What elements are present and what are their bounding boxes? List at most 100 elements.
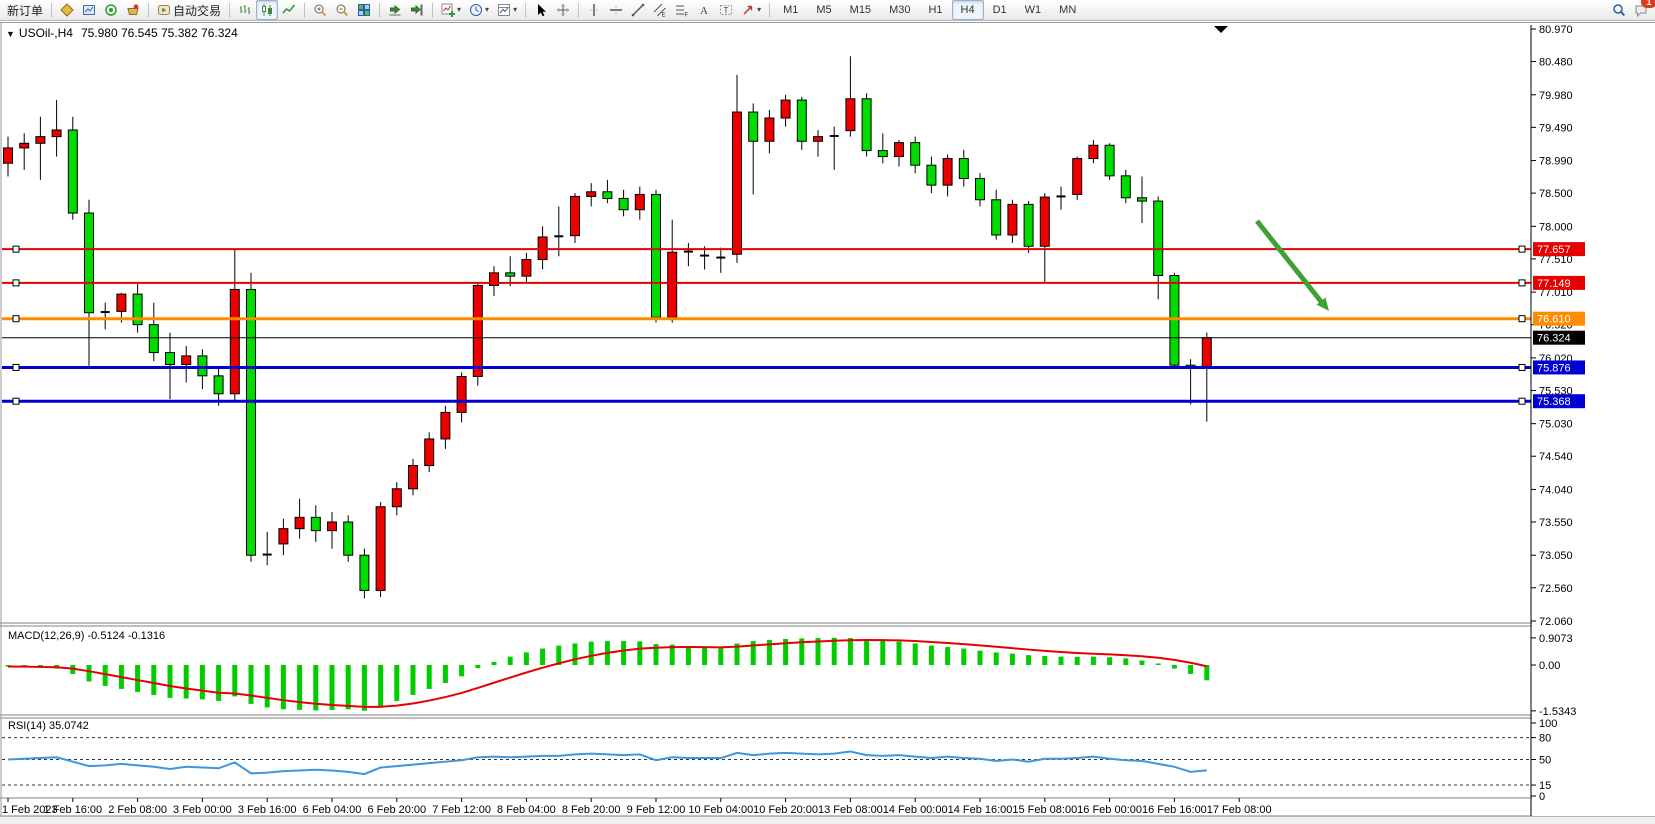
bar-chart-icon[interactable] (234, 0, 256, 20)
line-handle[interactable] (12, 397, 20, 405)
trendline-icon[interactable] (627, 0, 649, 20)
line-handle[interactable] (1518, 397, 1526, 405)
search-icon[interactable] (1608, 0, 1630, 20)
periods-icon[interactable]: ▾ (465, 0, 493, 20)
new-order-button[interactable]: 新订单 (3, 0, 47, 20)
macd-signal-line (7, 639, 1208, 708)
chart-shift-marker[interactable] (1214, 26, 1228, 33)
auto-trading-button[interactable]: 自动交易 (153, 0, 225, 20)
line-handle[interactable] (12, 245, 20, 253)
zoom-out-icon[interactable] (331, 0, 353, 20)
timeframe-w1-label: W1 (1024, 4, 1042, 16)
chevron-down-icon[interactable]: ▾ (485, 5, 490, 14)
navigator-icon (104, 3, 118, 17)
trendline-icon (631, 3, 645, 17)
crosshair-icon (556, 3, 570, 17)
timeframe-w1[interactable]: W1 (1016, 0, 1051, 20)
svg-text:78.500: 78.500 (1539, 188, 1573, 200)
toolbar-separator (379, 2, 381, 18)
svg-text:50: 50 (1539, 755, 1551, 767)
arrow-annotation[interactable] (1255, 219, 1329, 311)
crosshair-icon[interactable] (552, 0, 574, 20)
market-watch-icon[interactable] (56, 0, 78, 20)
svg-text:79.980: 79.980 (1539, 90, 1573, 102)
line-handle[interactable] (12, 279, 20, 287)
chat-icon[interactable]: 1 (1630, 0, 1655, 20)
toolbar-separator (304, 2, 306, 18)
cursor-icon[interactable] (530, 0, 552, 20)
horizontal-line-icon[interactable] (605, 0, 627, 20)
timeframe-h4[interactable]: H4 (951, 0, 984, 20)
chevron-down-icon[interactable]: ▾ (457, 5, 462, 14)
timeframe-m1[interactable]: M1 (774, 0, 807, 20)
text-label-icon[interactable]: T (715, 0, 737, 20)
line-handle[interactable] (12, 363, 20, 371)
timeframe-mn[interactable]: MN (1050, 0, 1085, 20)
svg-text:16 Feb 00:00: 16 Feb 00:00 (1077, 804, 1142, 816)
svg-text:72.560: 72.560 (1539, 583, 1573, 595)
svg-text:9 Feb 12:00: 9 Feb 12:00 (627, 804, 686, 816)
line-handle[interactable] (1518, 279, 1526, 287)
timeframe-m30[interactable]: M30 (880, 0, 919, 20)
chevron-down-icon[interactable]: ▾ (757, 5, 762, 14)
timeframe-m15[interactable]: M15 (841, 0, 880, 20)
terminal-icon[interactable] (122, 0, 144, 20)
indicators-icon[interactable]: ▾ (437, 0, 465, 20)
auto-scroll-icon (388, 3, 402, 17)
line-handle[interactable] (12, 315, 20, 323)
arrows-icon[interactable]: ▾ (737, 0, 765, 20)
svg-text:E: E (662, 13, 666, 18)
svg-text:1 Feb 2023: 1 Feb 2023 (2, 804, 58, 816)
toolbar: 新订单 自动交易 ▾ ▾ ▾ E F A T ▾ M1 M5 M15 M30 H1 H4 D1 W1 MN 1 (0, 0, 1655, 21)
hline-objects-layer[interactable] (2, 245, 1531, 405)
channel-icon[interactable]: E (649, 0, 671, 20)
candlestick-icon (260, 3, 274, 17)
timeframe-m5[interactable]: M5 (807, 0, 840, 20)
navigator-icon[interactable] (100, 0, 122, 20)
timeframe-d1[interactable]: D1 (984, 0, 1016, 20)
zoom-in-icon[interactable] (309, 0, 331, 20)
auto-scroll-icon[interactable] (384, 0, 406, 20)
candles-layer (3, 56, 1212, 599)
chevron-down-icon[interactable]: ▾ (513, 5, 518, 14)
horizontal-line-icon (609, 3, 623, 17)
svg-text:13 Feb 08:00: 13 Feb 08:00 (818, 804, 883, 816)
chart-shift-icon[interactable] (406, 0, 428, 20)
line-handle[interactable] (1518, 315, 1526, 323)
svg-text:15 Feb 08:00: 15 Feb 08:00 (1012, 804, 1077, 816)
text-icon[interactable]: A (693, 0, 715, 20)
chart-canvas[interactable]: 80.970 80.480 79.980 79.490 78.990 78.500 78.0… (0, 23, 1655, 824)
data-window-icon[interactable] (78, 0, 100, 20)
svg-text:0.9073: 0.9073 (1539, 633, 1573, 645)
bottom-strip (0, 816, 1655, 824)
arrows-icon (741, 3, 755, 17)
vertical-line-icon[interactable] (583, 0, 605, 20)
fibonacci-icon[interactable]: F (671, 0, 693, 20)
timeframe-h1-label: H1 (928, 4, 943, 16)
line-handle[interactable] (1518, 363, 1526, 371)
templates-icon[interactable]: ▾ (493, 0, 521, 20)
line-chart-icon[interactable] (278, 0, 300, 20)
line-handle[interactable] (1518, 245, 1526, 253)
svg-text:72.060: 72.060 (1539, 616, 1573, 628)
svg-text:80.480: 80.480 (1539, 57, 1573, 69)
svg-text:T: T (724, 6, 729, 15)
toolbar-separator (432, 2, 434, 18)
timeframe-m1-label: M1 (783, 4, 799, 16)
rsi-value: 35.0742 (48, 720, 89, 732)
svg-text:F: F (685, 13, 689, 18)
tile-windows-icon[interactable] (353, 0, 375, 20)
candlestick-icon[interactable] (256, 0, 279, 20)
svg-text:79.490: 79.490 (1539, 122, 1573, 134)
channel-icon: E (653, 3, 667, 17)
data-window-icon (82, 3, 96, 17)
timeframe-h1[interactable]: H1 (919, 0, 951, 20)
chart-collapse-icon[interactable]: ▼ (6, 29, 15, 39)
macd-name: MACD(12,26,9) (8, 630, 85, 642)
macd-values: -0.5124 -0.1316 (87, 630, 166, 642)
chart-shift-icon (410, 3, 424, 17)
periods-icon (469, 3, 483, 17)
timeframe-m5-label: M5 (816, 4, 832, 16)
